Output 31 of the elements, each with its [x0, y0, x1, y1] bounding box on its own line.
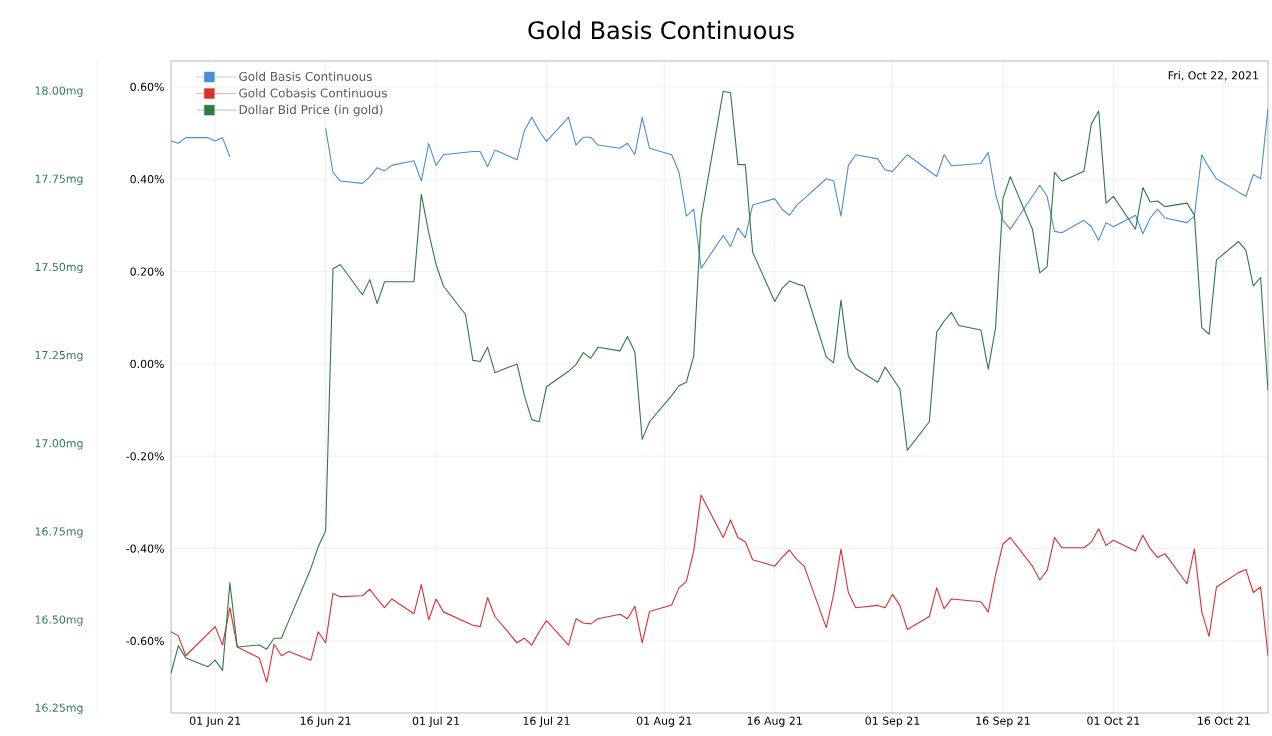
- x-tick-label: 16 Jul 21: [523, 716, 570, 728]
- y2-tick-label: 16.75mg: [35, 527, 83, 538]
- legend-label: Dollar Bid Price (in gold): [239, 104, 383, 117]
- y2-tick-label: 17.00mg: [35, 439, 83, 450]
- y-tick-label: -0.60%: [126, 636, 164, 646]
- y-tick-label: 0.00%: [130, 359, 164, 369]
- y-tick-label: 0.60%: [130, 82, 164, 91]
- x-tick-label: 01 Sep 21: [865, 716, 920, 727]
- y-tick-label: -0.40%: [126, 544, 164, 553]
- y-tick-label: 0.20%: [130, 267, 164, 276]
- x-tick-label: 16 Jun 21: [300, 716, 351, 727]
- chart-title: Gold Basis Continuous: [528, 20, 794, 40]
- y2-tick-label: 17.75mg: [35, 174, 83, 185]
- x-tick-label: 01 Aug 21: [636, 716, 692, 727]
- y-tick-label: 0.40%: [130, 175, 164, 184]
- y2-tick-label: 18.00mg: [35, 86, 83, 97]
- y2-tick-label: 16.25mg: [35, 703, 83, 714]
- legend-label: Gold Basis Continuous: [239, 71, 372, 81]
- y2-tick-label: 17.50mg: [35, 262, 83, 274]
- x-tick-label: 01 Oct 21: [1087, 716, 1140, 725]
- x-tick-label: 16 Oct 21: [1198, 716, 1250, 725]
- x-tick-label: 16 Aug 21: [747, 716, 802, 727]
- legend-label: Gold Cobasis Continuous: [239, 88, 387, 98]
- x-tick-label: 16 Sep 21: [976, 716, 1030, 727]
- y2-tick-label: 16.50mg: [35, 615, 83, 626]
- line-series: [171, 494, 1269, 683]
- x-tick-label: 01 Jul 21: [412, 716, 460, 728]
- y-tick-label: -0.20%: [126, 452, 164, 461]
- annotation: Fri, Oct 22, 2021: [1168, 71, 1258, 81]
- x-tick-label: 01 Jun 21: [189, 716, 241, 727]
- y2-tick-label: 17.25mg: [35, 350, 83, 362]
